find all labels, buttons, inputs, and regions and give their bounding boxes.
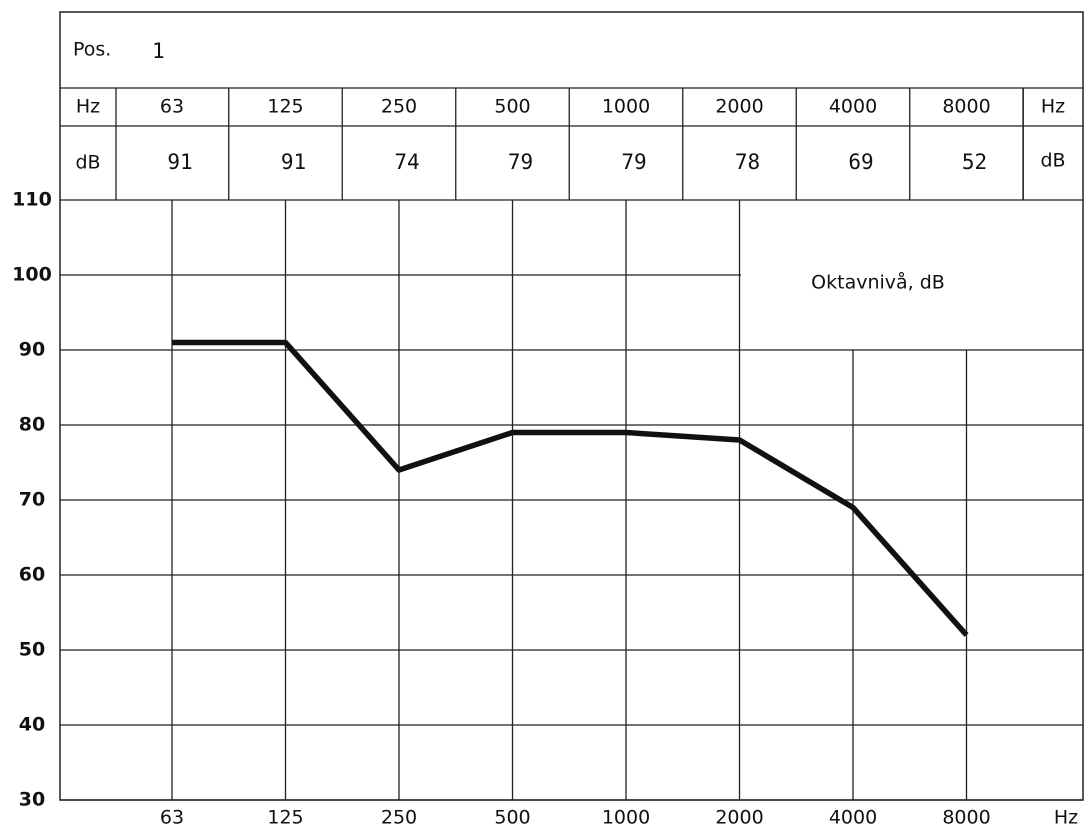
table-db: 52 [962,150,987,174]
y-tick-label: 40 [19,714,45,736]
annotation: Oktavnivå, dB [811,271,945,294]
db-label: dB [75,152,100,174]
table-hz: 1000 [602,96,650,118]
table-hz: 8000 [942,96,990,118]
frame [59,11,1084,801]
x-tick-label: 8000 [942,807,990,829]
y-tick-label: 70 [19,489,45,511]
table-db: 91 [167,150,192,174]
hz-label: Hz [76,96,100,118]
table-hz: 125 [267,96,303,118]
table-db: 69 [848,150,873,174]
y-tick-label: 60 [19,564,45,586]
y-tick-label: 30 [19,789,45,811]
hz-label: Hz [1041,96,1065,118]
db-label: dB [1040,150,1065,172]
table-hz: 500 [494,96,530,118]
x-axis-label: Hz [1054,807,1078,829]
y-tick-label: 100 [12,264,52,286]
x-tick-label: 500 [494,807,530,829]
table-db: 91 [281,150,306,174]
table-db: 78 [735,150,760,174]
y-tick-label: 90 [19,339,45,361]
data-line [172,339,969,637]
table-db: 79 [508,150,533,174]
x-tick-label: 4000 [829,807,877,829]
table-db: 74 [394,150,419,174]
pos-label: Pos. [73,39,111,61]
x-tick-label: 2000 [715,807,763,829]
table-db: 79 [621,150,646,174]
x-tick-label: 1000 [602,807,650,829]
x-tick-label: 125 [267,807,303,829]
table-hz: 63 [160,96,184,118]
table-hz: 4000 [829,96,877,118]
table-hz: 2000 [715,96,763,118]
y-tick-label: 80 [19,414,45,436]
pos-value: 1 [152,39,165,63]
table-hz: 250 [381,96,417,118]
x-tick-label: 250 [381,807,417,829]
x-tick-label: 63 [160,807,184,829]
y-tick-label: 110 [12,189,52,211]
y-tick-label: 50 [19,639,45,661]
